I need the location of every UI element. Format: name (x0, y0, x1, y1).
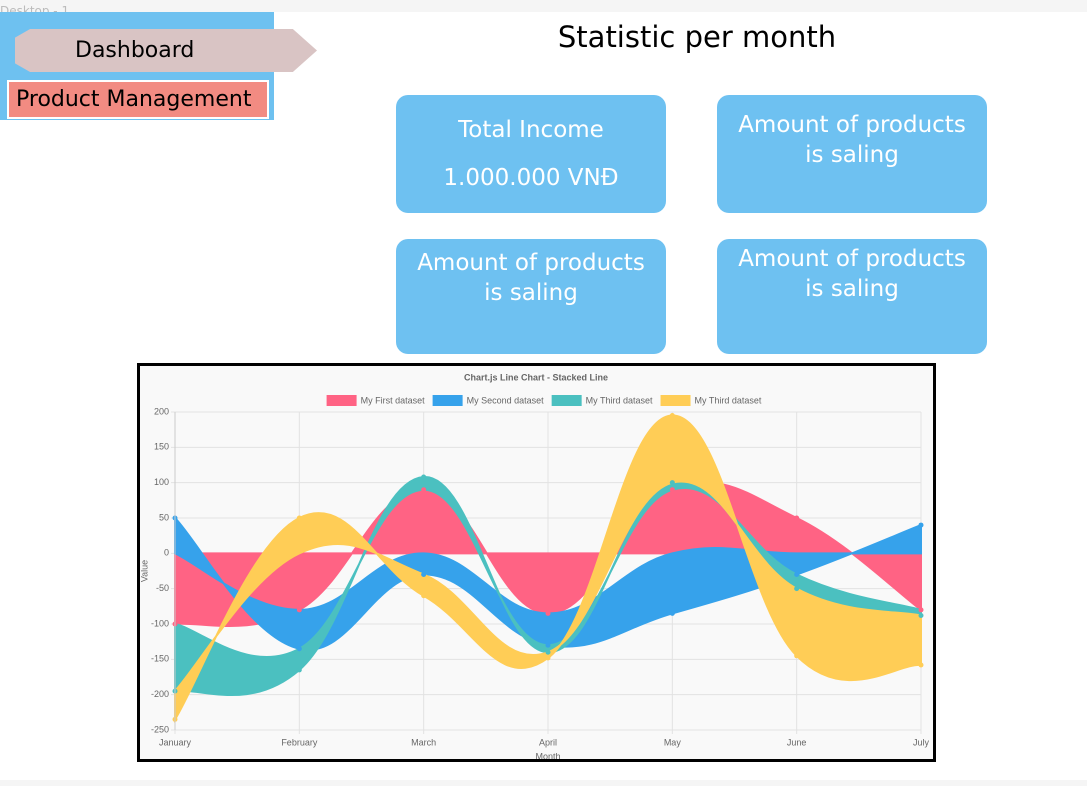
chart-container: Chart.js Line Chart - Stacked Line Value… (137, 363, 936, 762)
card-title: Total Income (458, 117, 604, 143)
point (296, 607, 302, 613)
point (794, 586, 800, 592)
y-tick-label: -250 (151, 724, 169, 734)
x-tick-label: July (913, 737, 930, 747)
y-tick-label: -100 (151, 618, 169, 628)
x-tick-label: May (664, 737, 682, 747)
card: Amount of products is saling (717, 239, 987, 354)
legend-swatch (551, 395, 582, 406)
point (918, 522, 924, 528)
point (669, 413, 675, 419)
card-title: Amount of products is saling (738, 112, 966, 168)
card-title: Amount of products is saling (417, 250, 645, 306)
point (421, 487, 427, 493)
point (296, 646, 302, 652)
y-tick-label: -150 (151, 654, 169, 664)
point (421, 474, 427, 480)
page-title: Statistic per month (557, 20, 837, 54)
card-value: 1.000.000 VNĐ (443, 165, 619, 191)
point (918, 607, 924, 613)
card: Amount of products is saling (717, 95, 987, 213)
point (669, 610, 675, 616)
card: Amount of products is saling (396, 239, 666, 354)
x-tick-label: January (159, 737, 192, 747)
point (794, 653, 800, 659)
y-tick-label: 100 (154, 477, 169, 487)
point (296, 667, 302, 673)
legend: My First dataset My Second dataset My Thir… (326, 395, 762, 406)
point (545, 655, 551, 661)
legend-label: My First dataset (361, 395, 426, 405)
card: Total Income 1.000.000 VNĐ (396, 95, 666, 213)
point (421, 572, 427, 578)
point (545, 649, 551, 655)
nav-item[interactable]: Dashboard (15, 29, 317, 72)
legend-label: My Second dataset (467, 395, 545, 405)
point (669, 480, 675, 486)
y-tick-label: 200 (154, 406, 169, 416)
x-axis-label: Month (535, 751, 560, 759)
point (918, 662, 924, 668)
legend-label: My Third dataset (586, 395, 653, 405)
point (918, 613, 924, 619)
y-tick-label: -50 (156, 583, 169, 593)
point (545, 642, 551, 648)
legend-swatch (432, 395, 463, 406)
chart: Chart.js Line Chart - Stacked Line Value… (140, 372, 930, 759)
points (172, 413, 924, 722)
nav-item[interactable]: Product Management (7, 80, 269, 119)
y-tick-label: 0 (164, 548, 169, 558)
y-tick-label: 150 (154, 442, 169, 452)
point (794, 572, 800, 578)
y-tick-label: -200 (151, 689, 169, 699)
card-title: Amount of products is saling (738, 246, 966, 302)
y-axis-label: Value (140, 560, 149, 582)
x-tick-label: February (281, 737, 318, 747)
point (545, 610, 551, 616)
point (421, 593, 427, 599)
x-tick-label: June (787, 737, 807, 747)
point (794, 515, 800, 521)
point (296, 515, 302, 521)
point (669, 487, 675, 493)
x-tick-label: April (539, 737, 557, 747)
legend-label: My Third dataset (695, 395, 762, 405)
legend-swatch (660, 395, 691, 406)
chart-title: Chart.js Line Chart - Stacked Line (464, 372, 608, 382)
sidebar: Dashboard Product Management (0, 12, 317, 120)
x-tick-label: March (411, 737, 436, 747)
y-tick-label: 50 (159, 512, 169, 522)
legend-swatch (326, 395, 357, 406)
